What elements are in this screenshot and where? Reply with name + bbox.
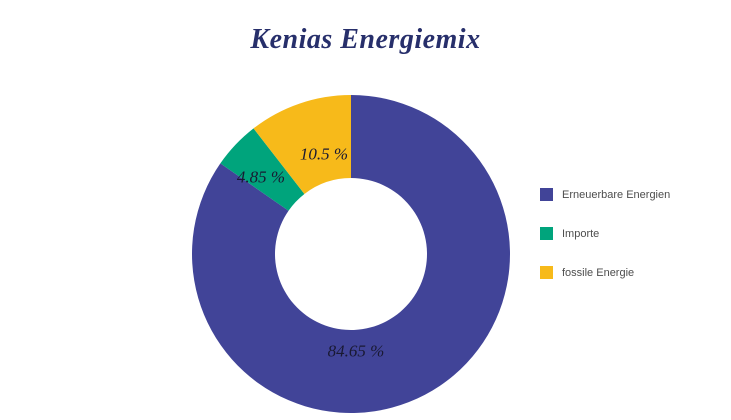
legend-swatch-fossile xyxy=(540,266,553,279)
legend-item: fossile Energie xyxy=(540,266,670,279)
pie-slice-3 xyxy=(253,95,351,194)
pie-slice-1 xyxy=(192,95,510,413)
chart-title: Kenias Energiemix xyxy=(250,24,481,55)
legend-label: fossile Energie xyxy=(562,266,635,279)
slice-label-3: 10.5 % xyxy=(300,145,348,164)
legend-label: Importe xyxy=(562,227,600,240)
pie-slice-2 xyxy=(220,128,305,211)
legend-item: Erneuerbare Energien xyxy=(540,188,670,201)
slice-label-1: 84.65 % xyxy=(328,342,385,361)
legend-label: Erneuerbare Energien xyxy=(562,188,671,201)
legend-item: Importe xyxy=(540,227,670,240)
slice-label-2: 4.85 % xyxy=(237,168,285,187)
donut-chart: 84.65 % 4.85 % 10.5 % xyxy=(192,95,510,413)
legend-swatch-erneuerbare xyxy=(540,188,553,201)
legend-swatch-importe xyxy=(540,227,553,240)
chart-legend: Erneuerbare Energien Importe fossile Ene… xyxy=(540,188,670,279)
